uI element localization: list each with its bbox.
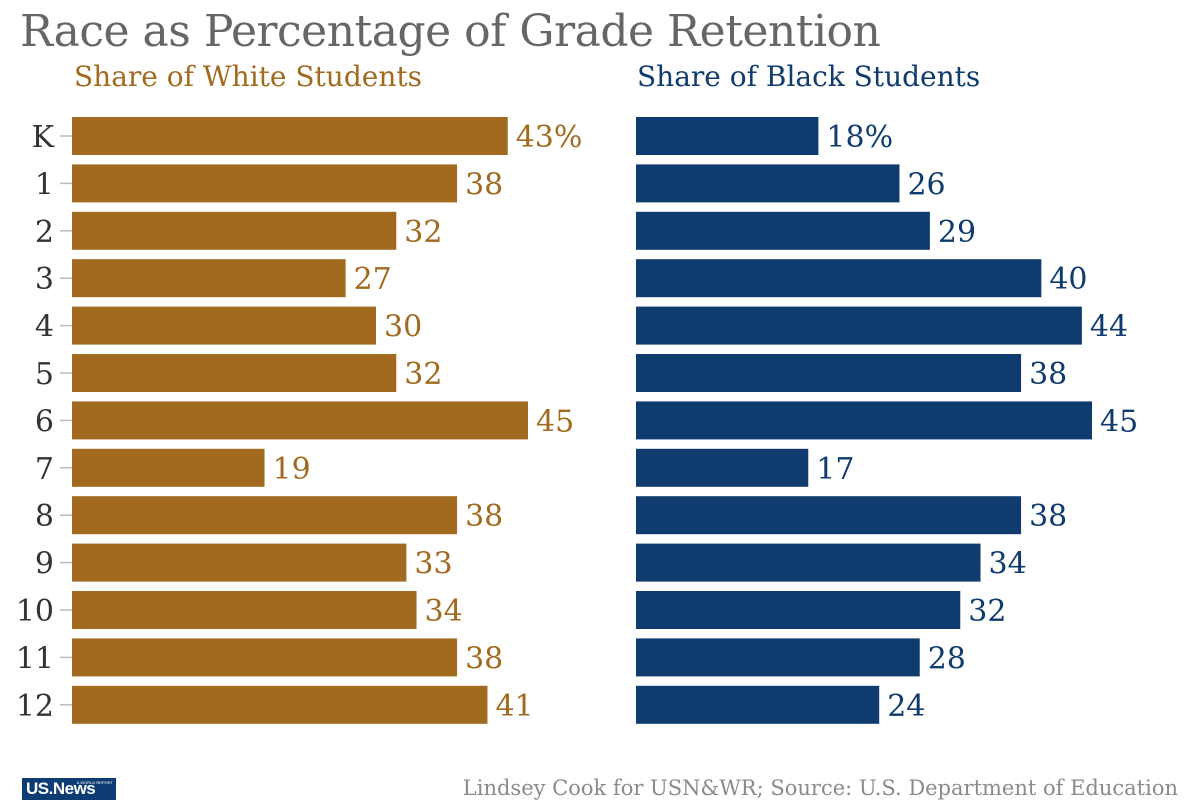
category-label-3: 3 <box>35 262 54 297</box>
black-bar-1 <box>636 164 900 203</box>
black-series-title: Share of Black Students <box>637 60 981 93</box>
source-credit: Lindsey Cook for USN&WR; Source: U.S. De… <box>462 776 1178 800</box>
white-value-label-11: 38 <box>465 641 503 676</box>
black-value-label-2: 29 <box>938 215 976 250</box>
white-value-label-12: 41 <box>495 689 533 724</box>
category-label-9: 9 <box>35 547 54 582</box>
black-value-label-K: 18% <box>826 120 893 155</box>
black-value-label-6: 45 <box>1100 404 1138 439</box>
category-label-11: 11 <box>16 641 54 676</box>
white-bar-4 <box>72 306 376 345</box>
white-value-label-6: 45 <box>536 404 574 439</box>
white-bar-12 <box>72 685 488 724</box>
black-bar-11 <box>636 638 920 677</box>
black-value-label-3: 40 <box>1049 262 1087 297</box>
white-bar-2 <box>72 211 397 250</box>
white-bar-1 <box>72 164 458 203</box>
black-bar-2 <box>636 211 930 250</box>
black-value-label-7: 17 <box>816 452 854 487</box>
black-bar-5 <box>636 354 1022 392</box>
category-label-10: 10 <box>16 594 54 629</box>
black-bar-7 <box>636 448 809 487</box>
white-value-label-5: 32 <box>404 357 442 392</box>
black-value-label-9: 34 <box>989 547 1027 582</box>
black-bar-8 <box>636 496 1022 535</box>
white-value-label-1: 38 <box>465 167 503 202</box>
logo-tagline: & WORLD REPORT <box>76 780 113 785</box>
black-bar-K <box>636 117 819 155</box>
usnews-logo: US.News & WORLD REPORT <box>22 778 116 800</box>
category-label-6: 6 <box>35 404 54 439</box>
white-value-label-10: 34 <box>425 594 463 629</box>
white-value-label-9: 33 <box>414 547 452 582</box>
white-bar-3 <box>72 259 346 298</box>
white-bar-6 <box>72 401 528 440</box>
white-bar-9 <box>72 543 407 582</box>
black-value-label-4: 44 <box>1090 310 1128 345</box>
white-value-label-4: 30 <box>384 310 422 345</box>
white-value-label-2: 32 <box>404 215 442 250</box>
logo-text: US.News <box>26 779 96 798</box>
white-bar-5 <box>72 354 397 392</box>
white-series-title: Share of White Students <box>74 60 422 93</box>
white-bar-11 <box>72 638 458 677</box>
white-bar-8 <box>72 496 458 535</box>
black-value-label-5: 38 <box>1029 357 1067 392</box>
chart-title: Race as Percentage of Grade Retention <box>20 6 881 57</box>
white-bar-K <box>72 117 508 155</box>
white-bar-7 <box>72 448 265 487</box>
white-value-label-8: 38 <box>465 499 503 534</box>
black-bar-4 <box>636 306 1082 345</box>
category-label-K: K <box>32 120 55 155</box>
black-value-label-8: 38 <box>1029 499 1067 534</box>
white-value-label-7: 19 <box>273 452 311 487</box>
black-value-label-11: 28 <box>928 641 966 676</box>
black-bar-12 <box>636 685 880 724</box>
black-value-label-1: 26 <box>907 167 945 202</box>
category-label-1: 1 <box>35 167 54 202</box>
category-label-5: 5 <box>35 357 54 392</box>
category-label-4: 4 <box>35 310 54 345</box>
white-value-label-K: 43% <box>516 120 583 155</box>
category-label-2: 2 <box>35 215 54 250</box>
category-label-12: 12 <box>16 689 54 724</box>
black-bar-10 <box>636 591 961 629</box>
category-ticks <box>60 135 72 706</box>
black-bar-6 <box>636 401 1092 440</box>
category-label-7: 7 <box>35 452 54 487</box>
black-bar-9 <box>636 543 981 582</box>
white-bar-10 <box>72 591 417 629</box>
black-value-label-10: 32 <box>968 594 1006 629</box>
black-bar-3 <box>636 259 1042 298</box>
black-value-label-12: 24 <box>887 689 925 724</box>
white-value-label-3: 27 <box>354 262 392 297</box>
category-label-8: 8 <box>35 499 54 534</box>
